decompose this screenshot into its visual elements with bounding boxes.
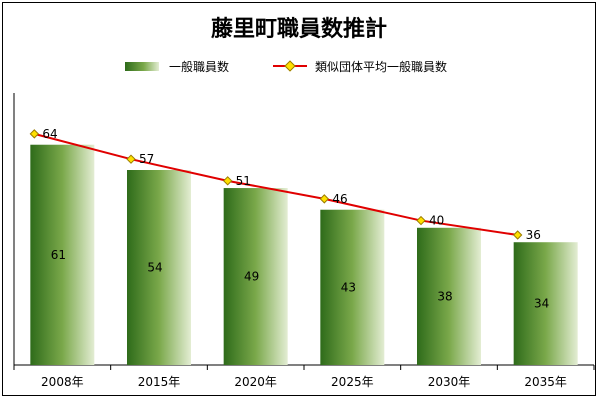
line-data-label: 40 <box>429 214 444 228</box>
legend-label-bars: 一般職員数 <box>169 59 230 74</box>
line-point-marker <box>126 154 136 164</box>
x-tick-label: 2020年 <box>234 375 277 389</box>
line-data-label: 64 <box>42 127 57 141</box>
line-data-label: 57 <box>139 152 154 166</box>
bar-data-label: 38 <box>437 289 452 303</box>
bar <box>320 209 385 365</box>
bar-data-label: 34 <box>534 297 549 311</box>
line-point-marker <box>29 129 40 139</box>
line-point-marker <box>319 194 330 204</box>
legend-line-swatch <box>273 60 307 72</box>
line-point-marker <box>222 176 233 186</box>
bar <box>223 188 288 365</box>
x-tick-label: 2030年 <box>428 375 471 389</box>
x-tick-label: 2015年 <box>138 375 181 389</box>
bar-data-label: 54 <box>147 261 162 275</box>
series-line <box>34 132 518 236</box>
bar <box>30 144 95 365</box>
x-tick-label: 2035年 <box>524 375 567 389</box>
line-data-label: 36 <box>526 228 541 242</box>
x-tick-label: 2008年 <box>41 375 84 389</box>
bar <box>417 227 481 365</box>
legend: 一般職員数 類似団体平均一般職員数 <box>3 58 595 74</box>
line-data-label: 51 <box>236 174 251 188</box>
bar <box>127 170 191 365</box>
legend-bar-swatch <box>125 61 159 71</box>
bar <box>513 242 578 365</box>
chart-frame: 藤里町職員数推計 一般職員数 類似団体平均一般職員数 61 2008年 54 2015… <box>2 2 596 396</box>
line-point-marker <box>416 215 426 226</box>
line-data-label: 46 <box>332 192 347 206</box>
plot-area: 61 2008年 54 2015年 49 2020年 43 2025年 38 2030年 34 203… <box>13 93 595 389</box>
legend-label-line: 類似団体平均一般職員数 <box>315 59 448 74</box>
legend-entry-line: 類似団体平均一般職員数 <box>273 58 447 74</box>
bar-data-label: 49 <box>244 270 259 284</box>
line-point-marker <box>512 230 523 240</box>
bar-data-label: 43 <box>341 280 356 294</box>
bar-data-label: 61 <box>51 248 66 262</box>
x-tick-label: 2025年 <box>331 375 374 389</box>
legend-entry-bars: 一般職員数 <box>125 58 229 74</box>
chart-title: 藤里町職員数推計 <box>210 17 387 42</box>
